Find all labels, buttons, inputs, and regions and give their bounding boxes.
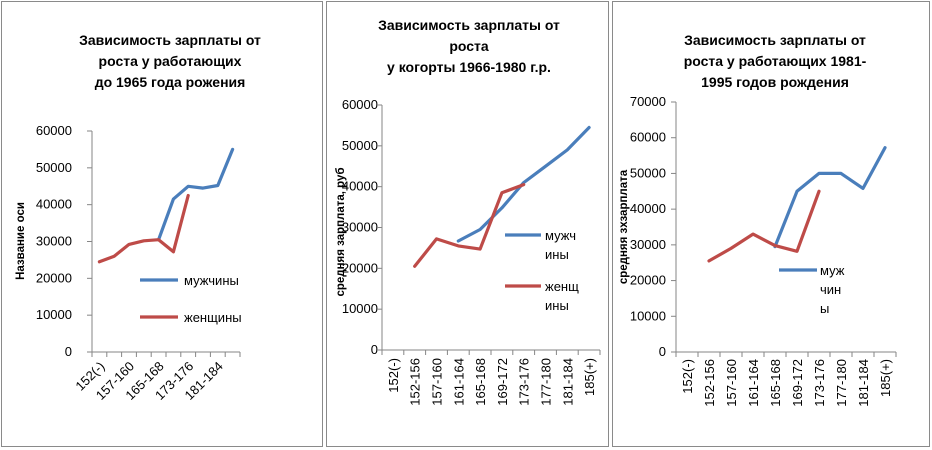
- x-tick-label: 185(+): [878, 359, 893, 397]
- y-tick-label: 0: [371, 342, 378, 357]
- y-tick-label: 10000: [630, 308, 666, 323]
- chart-title-line: до 1965 года рожения: [95, 74, 246, 90]
- y-tick-label: 20000: [342, 260, 378, 275]
- chart-title-line: роста: [449, 38, 489, 54]
- x-tick-label: 165-168: [768, 359, 783, 407]
- y-tick-label: 0: [65, 344, 72, 359]
- x-tick-label: 161-164: [451, 358, 466, 406]
- x-tick-label: 169-172: [790, 359, 805, 407]
- y-tick-label: 40000: [630, 201, 666, 216]
- y-tick-label: 50000: [342, 138, 378, 153]
- x-tick-label: 181-184: [560, 358, 575, 406]
- y-tick-label: 70000: [630, 94, 666, 109]
- series-line-1: [707, 189, 821, 263]
- series-line-1: [97, 193, 190, 264]
- chart-svg-1: Зависимость зарплаты от роста у работающи…: [15, 32, 261, 403]
- y-tick-label: 40000: [36, 197, 72, 212]
- x-tick-label: 157-160: [430, 358, 445, 406]
- x-tick-label: 152-156: [702, 359, 717, 407]
- x-tick-label: 161-164: [746, 359, 761, 407]
- legend-label: женщины: [184, 310, 242, 325]
- chart-title-line: Зависимость зарплаты от: [684, 32, 866, 48]
- y-tick-label: 60000: [342, 97, 378, 112]
- x-tick-label: 177-180: [834, 359, 849, 407]
- chart-panel-1: Зависимость зарплаты от роста у работающи…: [1, 1, 323, 447]
- x-tick-label: 152-156: [408, 358, 423, 406]
- y-axis-label: средняя зарплата, руб: [335, 167, 347, 296]
- y-tick-label: 60000: [36, 123, 72, 138]
- y-tick-label: 0: [659, 344, 666, 359]
- series-line-0: [773, 146, 887, 249]
- chart-title-line: 1995 годов рождения: [701, 74, 849, 90]
- series-line-0: [157, 147, 235, 242]
- legend-label: чин: [820, 282, 841, 297]
- y-tick-label: 10000: [342, 301, 378, 316]
- x-tick-label: 177-180: [539, 358, 554, 406]
- y-tick-label: 40000: [342, 179, 378, 194]
- legend-label: мужч: [545, 228, 576, 243]
- x-tick-label: 185(+): [582, 358, 597, 396]
- x-tick-label: 181-184: [856, 359, 871, 407]
- legend-label: женщ: [545, 279, 579, 294]
- y-tick-label: 10000: [36, 307, 72, 322]
- y-tick-label: 60000: [630, 130, 666, 145]
- x-tick-label: 157-160: [724, 359, 739, 407]
- x-tick-label: 152(-): [680, 359, 695, 394]
- legend-label: ины: [545, 247, 569, 262]
- chart-title-line: роста у работающих 1981-: [684, 53, 867, 69]
- x-tick-label: 165-168: [473, 358, 488, 406]
- chart-svg-3: Зависимость зарплаты от роста у работающи…: [618, 32, 897, 407]
- series-line-0: [456, 125, 591, 243]
- legend-label: мужчины: [184, 273, 239, 288]
- y-tick-label: 30000: [630, 237, 666, 252]
- chart-svg-2: Зависимость зарплаты от роста у когорты 19…: [335, 17, 601, 406]
- y-tick-label: 30000: [36, 234, 72, 249]
- y-tick-label: 20000: [36, 270, 72, 285]
- chart-panel-2: Зависимость зарплаты от роста у когорты 19…: [326, 1, 609, 447]
- x-tick-label: 173-176: [812, 359, 827, 407]
- chart-title-line: роста у работающих: [99, 53, 242, 69]
- legend-label: муж: [820, 263, 845, 278]
- legend-label: ины: [545, 298, 569, 313]
- y-tick-label: 30000: [342, 220, 378, 235]
- y-axis-label: средняя зхзарплата: [618, 169, 630, 284]
- series-line-1: [413, 183, 526, 268]
- x-tick-label: 169-172: [495, 358, 510, 406]
- y-tick-label: 50000: [630, 165, 666, 180]
- legend-label: ы: [820, 301, 829, 316]
- y-tick-label: 20000: [630, 273, 666, 288]
- x-tick-label: 152(-): [386, 358, 401, 393]
- chart-panel-3: Зависимость зарплаты от роста у работающи…: [612, 1, 930, 447]
- chart-title-line: Зависимость зарплаты от: [378, 17, 560, 33]
- chart-title-line: у когорты 1966-1980 г.р.: [387, 59, 551, 75]
- y-axis-label: Название оси: [15, 202, 27, 280]
- x-tick-label: 173-176: [517, 358, 532, 406]
- chart-title-line: Зависимость зарплаты от: [79, 32, 261, 48]
- y-tick-label: 50000: [36, 160, 72, 175]
